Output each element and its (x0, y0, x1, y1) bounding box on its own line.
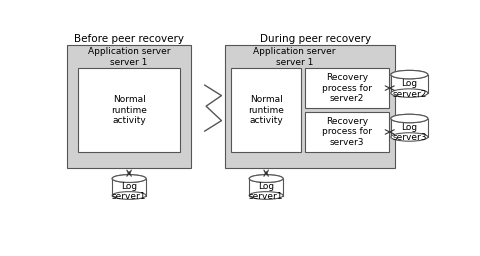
Text: During peer recovery: During peer recovery (259, 34, 370, 44)
Ellipse shape (390, 114, 427, 123)
Text: Log
server1: Log server1 (112, 182, 146, 201)
Text: Before peer recovery: Before peer recovery (74, 34, 184, 44)
Text: Application server
server 1: Application server server 1 (88, 47, 170, 67)
Text: Log
server1: Log server1 (248, 182, 283, 201)
Bar (390, 74, 427, 93)
Bar (67, 45, 190, 168)
Bar (249, 179, 283, 196)
Bar (225, 45, 394, 168)
Text: Log
server3: Log server3 (391, 123, 426, 142)
Text: Application server
server 1: Application server server 1 (253, 47, 335, 67)
Text: Recovery
process for
server2: Recovery process for server2 (321, 73, 371, 103)
Bar (231, 68, 300, 152)
Ellipse shape (249, 175, 283, 183)
Ellipse shape (390, 70, 427, 79)
Ellipse shape (390, 70, 427, 79)
Ellipse shape (249, 192, 283, 199)
Ellipse shape (390, 114, 427, 123)
Text: Normal
runtime
activity: Normal runtime activity (248, 95, 284, 125)
Ellipse shape (112, 175, 146, 183)
Bar (390, 119, 427, 137)
Text: Recovery
process for
server3: Recovery process for server3 (321, 117, 371, 147)
Text: Log
server2: Log server2 (391, 79, 426, 99)
Bar (305, 68, 388, 109)
Ellipse shape (112, 192, 146, 199)
Ellipse shape (249, 175, 283, 183)
Bar (305, 112, 388, 152)
Text: Normal
runtime
activity: Normal runtime activity (111, 95, 147, 125)
Bar (78, 68, 180, 152)
Bar (112, 179, 146, 196)
Ellipse shape (112, 175, 146, 183)
Ellipse shape (390, 133, 427, 141)
Ellipse shape (390, 89, 427, 97)
